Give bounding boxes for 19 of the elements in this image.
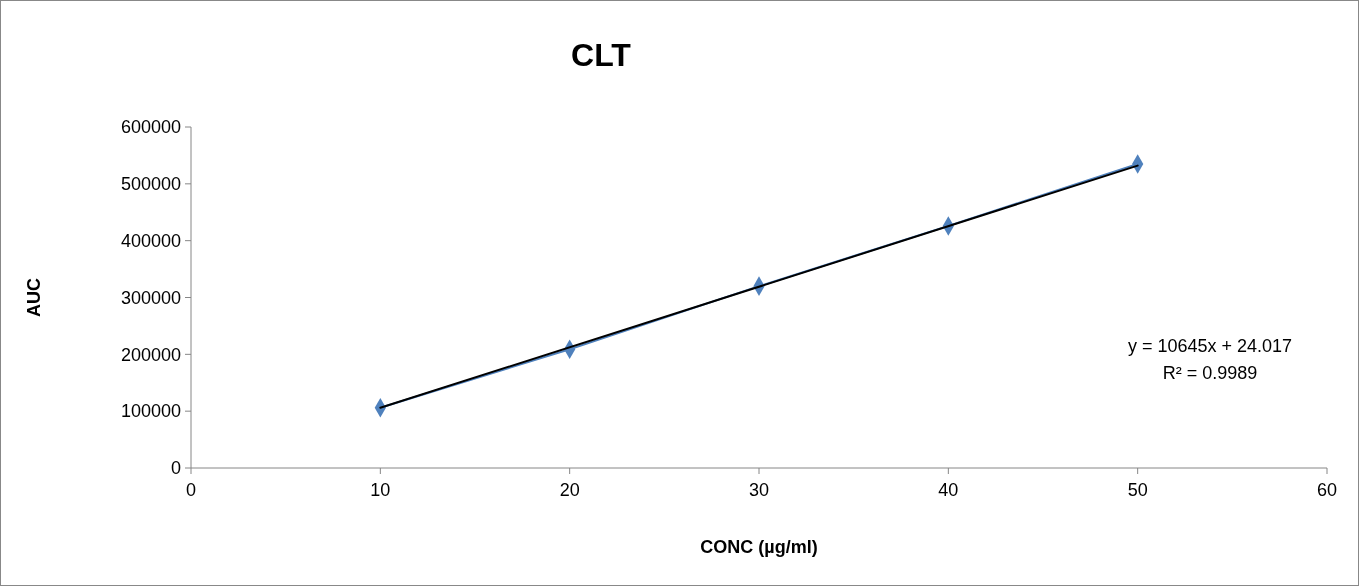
x-tick-label: 0 [185,480,197,500]
y-tick-label: 600000 [120,117,181,138]
x-tick-label: 30 [748,480,770,500]
y-tick-label: 200000 [120,344,181,365]
y-tick-label: 100000 [120,401,181,422]
x-axis-title: CONC (µg/ml) [700,537,818,557]
y-tick-label: 500000 [120,174,181,195]
x-tick-label: 10 [370,480,391,500]
x-tick-label: 50 [1127,480,1148,500]
y-tick-label: 400000 [120,230,181,251]
annotation: y = 10645x + 24.017 [1127,336,1293,356]
x-tick-label: 60 [1316,480,1338,500]
y-axis-title: AUC [24,278,44,317]
annotation: R² = 0.9989 [1162,363,1258,383]
chart-title: CLT [571,37,632,73]
y-tick-label: 300000 [120,287,181,308]
x-tick-label: 20 [559,480,580,500]
y-tick-label: 0 [170,458,181,479]
x-tick-label: 40 [938,480,959,500]
